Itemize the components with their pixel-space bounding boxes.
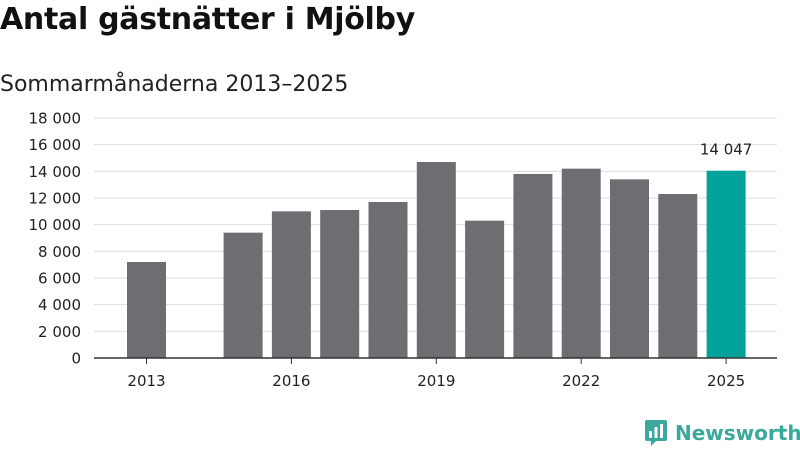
y-tick-label: 2 000: [38, 323, 81, 341]
y-tick-label: 10 000: [29, 216, 82, 234]
newsworthy-logo-icon: [645, 420, 667, 446]
bar: [271, 211, 311, 358]
y-axis-ticks: 0 2 000 4 000 6 000 8 000 10 000 12 000 14 000 1…: [29, 110, 82, 368]
highlight-value-label: 14 047: [700, 141, 753, 159]
bar: [658, 194, 698, 358]
y-tick-label: 0: [71, 350, 81, 368]
chart-title: Antal gästnätter i Mjölby: [0, 2, 415, 37]
data-labels: 14 047: [700, 141, 753, 159]
y-tick-label: 8 000: [38, 243, 81, 261]
y-tick-label: 16 000: [29, 136, 82, 154]
bar: [223, 232, 263, 358]
bar-highlight: [706, 170, 746, 358]
y-tick-label: 6 000: [38, 270, 81, 288]
y-tick-label: 14 000: [29, 163, 82, 181]
x-tick-label: 2016: [272, 372, 310, 390]
bar: [513, 174, 553, 358]
bar: [610, 179, 649, 358]
chart-subtitle: Sommarmånaderna 2013–2025: [0, 72, 349, 97]
y-tick-label: 12 000: [29, 190, 82, 208]
brand-name: Newsworthy: [675, 421, 800, 445]
bars: [127, 162, 746, 358]
bar: [127, 262, 166, 358]
bar: [465, 220, 505, 358]
y-tick-label: 4 000: [38, 296, 81, 314]
bar: [368, 202, 408, 358]
x-tick-label: 2019: [417, 372, 455, 390]
x-tick-label: 2025: [707, 372, 745, 390]
x-tick-label: 2013: [127, 372, 165, 390]
bar: [320, 210, 360, 358]
bar: [561, 168, 601, 358]
y-tick-label: 18 000: [29, 110, 82, 128]
x-axis: 2013 2016 2019 2022 2025: [94, 357, 777, 390]
newsworthy-brand: Newsworthy: [644, 419, 800, 447]
x-tick-label: 2022: [562, 372, 600, 390]
bar: [416, 162, 456, 358]
